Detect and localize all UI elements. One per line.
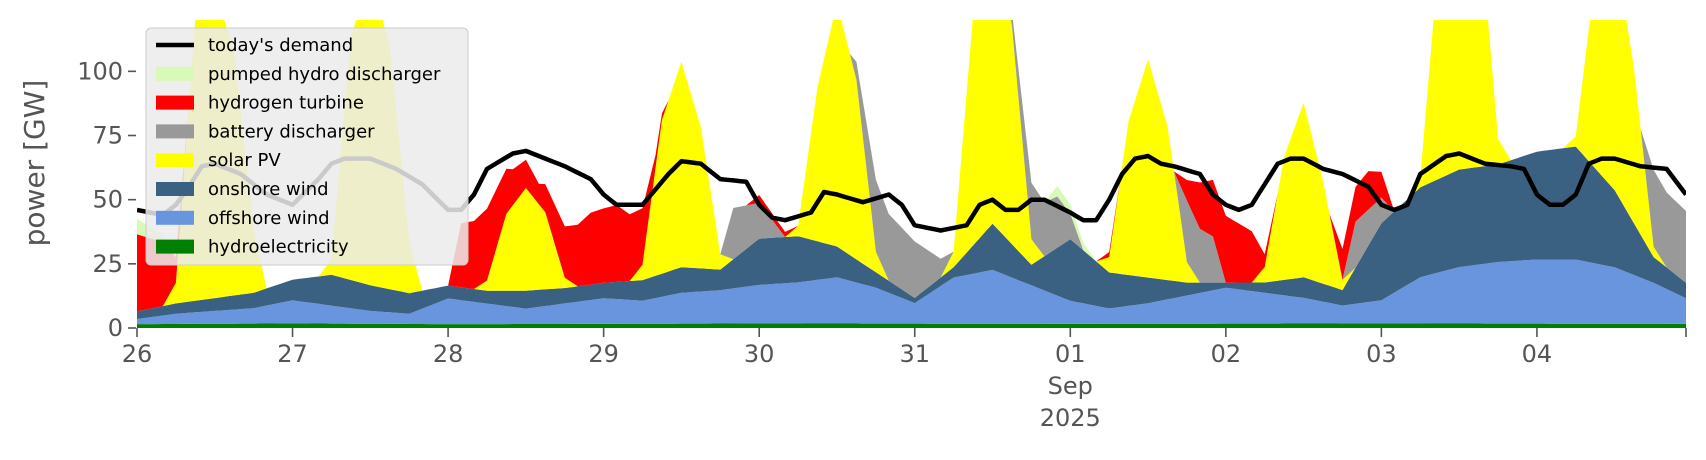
- legend-swatch-battery-discharger: [156, 124, 194, 139]
- legend-label-solar-pv: solar PV: [208, 150, 281, 171]
- x-tick-label: 27: [277, 340, 308, 368]
- legend-swatch-hydrogen-turbine: [156, 95, 194, 110]
- legend-label-pumped-hydro-discharger: pumped hydro discharger: [208, 64, 441, 85]
- legend-label-onshore-wind: onshore wind: [208, 179, 329, 200]
- x-tick-label: 28: [433, 340, 464, 368]
- x-tick-label: 04: [1522, 340, 1553, 368]
- y-tick-label: 100: [77, 57, 123, 85]
- y-tick-label: 75: [92, 122, 123, 150]
- y-axis: 0 25 50 75 100: [77, 57, 136, 342]
- x-year-label: 2025: [1040, 404, 1101, 432]
- area-battery-discharger: [137, 20, 1686, 312]
- legend-label-offshore-wind: offshore wind: [208, 208, 330, 229]
- legend-label-hydrogen-turbine: hydrogen turbine: [208, 93, 364, 114]
- legend-box: [145, 27, 469, 266]
- x-tick-label: 29: [588, 340, 619, 368]
- legend-swatch-solar-pv: [156, 153, 194, 168]
- legend-swatch-pumped-hydro-discharger: [156, 66, 194, 81]
- x-tick-label: 31: [899, 340, 930, 368]
- x-tick-label: 30: [744, 340, 775, 368]
- y-axis-label: power [GW]: [18, 80, 51, 247]
- area-offshore-wind: [137, 259, 1686, 325]
- x-axis: Sep 2025 26 27 28 29 30 31 01 02 03 04: [122, 328, 1687, 432]
- y-tick-label: 25: [92, 250, 123, 278]
- x-tick-label: 01: [1055, 340, 1086, 368]
- x-tick-label: 02: [1211, 340, 1242, 368]
- legend-label-battery-discharger: battery discharger: [208, 121, 375, 142]
- area-solar-pv: [137, 20, 1686, 312]
- legend-swatch-onshore-wind: [156, 182, 194, 196]
- area-onshore-wind: [137, 146, 1686, 319]
- y-tick-label: 0: [108, 314, 123, 342]
- stacked-areas: [137, 20, 1686, 328]
- x-tick-label: 03: [1366, 340, 1397, 368]
- legend-label-hydroelectricity: hydroelectricity: [208, 237, 349, 258]
- area-hydroelectricity: [137, 323, 1686, 328]
- legend: today's demand pumped hydro discharger hyd…: [145, 27, 469, 266]
- x-tick-label: 26: [122, 340, 153, 368]
- legend-swatch-offshore-wind: [156, 210, 194, 225]
- y-tick-label: 50: [92, 186, 123, 214]
- x-month-label: Sep: [1048, 372, 1093, 400]
- legend-swatch-hydroelectricity: [156, 239, 194, 254]
- legend-label-today-s-demand: today's demand: [208, 35, 353, 56]
